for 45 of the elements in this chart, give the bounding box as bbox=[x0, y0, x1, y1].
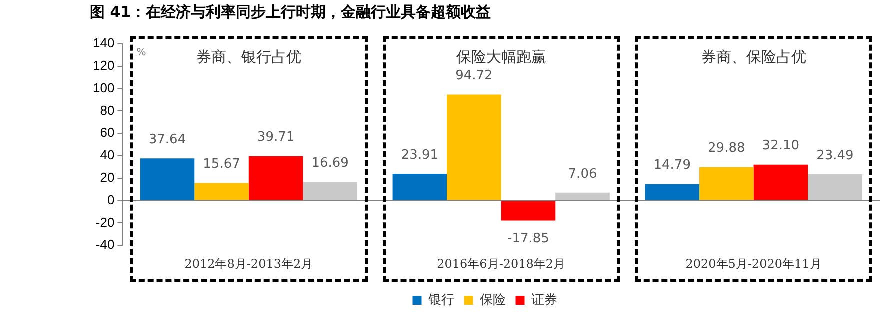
data-label: 37.64 bbox=[148, 132, 186, 148]
bar bbox=[447, 94, 502, 200]
bar bbox=[754, 164, 808, 200]
data-label: 23.91 bbox=[401, 148, 439, 163]
annotation: 保险大幅跑赢 bbox=[455, 48, 548, 67]
x-tick-label: 2020年5月-2020年11月 bbox=[686, 256, 822, 271]
bar bbox=[140, 158, 195, 200]
annotation: 券商、银行占优 bbox=[196, 48, 302, 66]
y-tick-label: -40 bbox=[96, 237, 115, 252]
bar bbox=[645, 184, 700, 200]
data-label: 29.88 bbox=[708, 141, 746, 156]
data-label: 7.06 bbox=[568, 166, 598, 182]
y-tick-label: 20 bbox=[100, 170, 115, 185]
data-label: 14.79 bbox=[654, 158, 691, 174]
legend-label: 证券 bbox=[531, 292, 558, 308]
chart-title: 图 41：在经济与利率同步上行时期，金融行业具备超额收益 bbox=[90, 2, 492, 21]
y-tick-label: 120 bbox=[92, 58, 115, 73]
x-tick-label: 2012年8月-2013年2月 bbox=[184, 256, 314, 271]
bar bbox=[194, 183, 249, 200]
y-tick-label: 80 bbox=[100, 102, 115, 118]
legend-label: 保险 bbox=[480, 292, 506, 308]
bar bbox=[392, 174, 448, 200]
x-tick-label: 2016年6月-2018年2月 bbox=[437, 256, 566, 271]
bar bbox=[303, 182, 358, 200]
data-label: 94.72 bbox=[456, 68, 493, 84]
data-label: 15.67 bbox=[203, 157, 240, 172]
data-label: 39.71 bbox=[257, 130, 295, 146]
bar bbox=[700, 167, 754, 200]
y-tick-label: 140 bbox=[92, 36, 115, 51]
y-tick-label: 40 bbox=[100, 148, 115, 163]
bar bbox=[808, 174, 862, 200]
bar bbox=[248, 156, 304, 200]
y-tick-label: 100 bbox=[92, 80, 115, 96]
data-label: 23.49 bbox=[816, 148, 854, 164]
y-axis-title: % bbox=[136, 48, 146, 59]
bar bbox=[501, 201, 556, 221]
data-label: 16.69 bbox=[312, 156, 349, 171]
data-label: 32.10 bbox=[762, 138, 800, 154]
y-tick-label: 60 bbox=[100, 125, 115, 140]
bar bbox=[556, 192, 610, 200]
y-tick-label: 0 bbox=[107, 192, 115, 208]
legend-label: 银行 bbox=[427, 292, 454, 308]
y-tick-label: -20 bbox=[96, 214, 115, 230]
data-label: -17.85 bbox=[508, 232, 550, 247]
annotation: 券商、保险占优 bbox=[700, 48, 808, 67]
